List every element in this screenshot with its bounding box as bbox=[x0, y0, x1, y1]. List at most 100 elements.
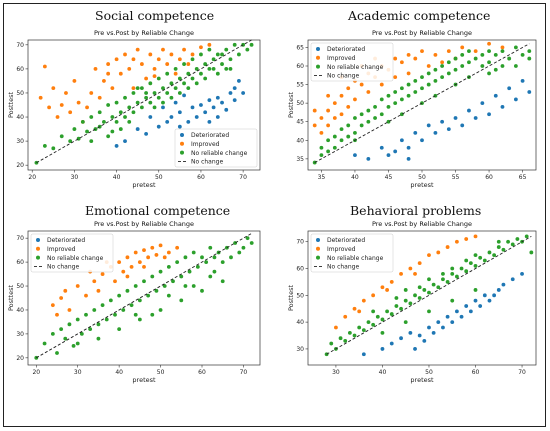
data-point-no-reliable-change bbox=[460, 64, 465, 68]
data-point-improved bbox=[59, 296, 64, 300]
data-point-improved bbox=[190, 52, 195, 57]
data-point-improved bbox=[326, 93, 331, 98]
data-point-deteriorated bbox=[406, 145, 411, 150]
data-point-no-reliable-change bbox=[110, 129, 115, 134]
data-point-improved bbox=[413, 271, 417, 276]
data-point-no-reliable-change bbox=[207, 66, 212, 71]
data-point-improved bbox=[146, 255, 151, 260]
data-point-improved bbox=[406, 71, 411, 76]
legend-label: No reliable change bbox=[47, 255, 104, 262]
data-point-no-reliable-change bbox=[454, 274, 459, 279]
data-point-no-reliable-change bbox=[50, 331, 55, 336]
data-point-no-reliable-change bbox=[55, 351, 59, 355]
data-point-improved bbox=[144, 76, 149, 81]
data-point-deteriorated bbox=[468, 309, 473, 314]
data-point-deteriorated bbox=[389, 341, 394, 346]
data-point-improved bbox=[162, 255, 167, 260]
data-point-no-reliable-change bbox=[399, 97, 404, 102]
data-point-no-reliable-change bbox=[393, 101, 398, 106]
data-point-no-reliable-change bbox=[493, 67, 498, 72]
data-point-no-reliable-change bbox=[375, 314, 380, 319]
data-point-improved bbox=[106, 71, 111, 76]
data-point-improved bbox=[76, 100, 81, 105]
legend-label: Deteriorated bbox=[191, 132, 229, 139]
y-tick-label: 50 bbox=[296, 100, 304, 107]
data-point-no-reliable-change bbox=[347, 330, 352, 335]
chart-academic: Pre vs.Post by Reliable Change 35 40 45 50 55… bbox=[287, 29, 537, 189]
x-tick-label: 70 bbox=[518, 369, 526, 376]
chart-social: Pre vs.Post by Reliable Change 20 30 40 50 60… bbox=[7, 29, 261, 189]
y-tick-label: 50 bbox=[16, 90, 24, 97]
data-point-deteriorated bbox=[173, 100, 178, 105]
panel-heading-2: Academic competence bbox=[348, 8, 491, 23]
x-tick-label: 60 bbox=[198, 369, 206, 376]
data-point-improved bbox=[106, 62, 111, 66]
data-point-no-reliable-change bbox=[121, 308, 126, 312]
y-tick-label: 40 bbox=[296, 319, 304, 326]
data-point-no-reliable-change bbox=[200, 255, 204, 260]
panel-heading-1: Social competence bbox=[95, 8, 215, 23]
data-point-no-reliable-change bbox=[380, 317, 385, 322]
data-point-deteriorated bbox=[433, 130, 438, 135]
legend-marker bbox=[36, 246, 40, 251]
data-point-improved bbox=[389, 280, 394, 284]
data-point-no-reliable-change bbox=[496, 245, 501, 249]
data-point-no-reliable-change bbox=[127, 119, 132, 124]
data-point-no-reliable-change bbox=[114, 100, 119, 105]
data-point-no-reliable-change bbox=[433, 78, 438, 83]
data-point-improved bbox=[487, 41, 491, 46]
data-point-improved bbox=[326, 108, 331, 113]
data-point-no-reliable-change bbox=[436, 285, 441, 290]
data-point-improved bbox=[142, 264, 146, 269]
x-tick-label: 50 bbox=[157, 369, 165, 376]
data-point-improved bbox=[186, 62, 191, 66]
data-point-deteriorated bbox=[487, 112, 491, 117]
x-tick-label: 45 bbox=[385, 174, 393, 181]
data-point-deteriorated bbox=[366, 156, 371, 161]
data-point-no-reliable-change bbox=[245, 236, 250, 241]
data-point-improved bbox=[133, 250, 138, 255]
data-point-no-reliable-change bbox=[165, 71, 170, 76]
data-point-deteriorated bbox=[473, 298, 478, 303]
legend-box bbox=[310, 42, 394, 82]
x-tick-label: 70 bbox=[240, 369, 248, 376]
data-point-no-reliable-change bbox=[179, 274, 184, 279]
data-point-no-reliable-change bbox=[459, 266, 464, 271]
data-point-no-reliable-change bbox=[212, 255, 217, 260]
data-point-no-reliable-change bbox=[352, 333, 357, 338]
legend-label: No change bbox=[47, 264, 79, 271]
data-point-improved bbox=[121, 269, 126, 274]
data-point-no-reliable-change bbox=[51, 146, 56, 151]
data-point-deteriorated bbox=[186, 119, 191, 124]
x-tick-label: 50 bbox=[155, 174, 163, 181]
data-point-deteriorated bbox=[228, 91, 233, 95]
data-point-no-reliable-change bbox=[182, 62, 186, 66]
data-point-no-reliable-change bbox=[42, 144, 47, 148]
data-point-deteriorated bbox=[408, 330, 413, 335]
data-point-improved bbox=[420, 49, 424, 54]
data-point-improved bbox=[199, 45, 203, 50]
data-point-no-reliable-change bbox=[433, 67, 438, 72]
data-point-improved bbox=[177, 57, 182, 62]
data-point-no-reliable-change bbox=[63, 336, 68, 341]
data-point-no-reliable-change bbox=[146, 293, 151, 298]
y-tick-label: 60 bbox=[16, 259, 24, 266]
data-point-no-reliable-change bbox=[84, 312, 88, 317]
data-point-no-reliable-change bbox=[208, 245, 213, 250]
data-point-no-reliable-change bbox=[131, 110, 136, 115]
data-point-no-reliable-change bbox=[431, 282, 436, 287]
data-point-no-reliable-change bbox=[450, 266, 455, 271]
data-point-no-reliable-change bbox=[473, 56, 478, 61]
data-point-no-reliable-change bbox=[332, 134, 337, 139]
data-point-no-reliable-change bbox=[389, 312, 394, 316]
data-point-no-reliable-change bbox=[191, 250, 196, 255]
data-point-no-reliable-change bbox=[408, 301, 413, 306]
data-point-no-reliable-change bbox=[493, 52, 498, 57]
data-point-no-reliable-change bbox=[67, 322, 72, 327]
data-point-no-reliable-change bbox=[212, 269, 217, 274]
data-point-no-reliable-change bbox=[413, 90, 418, 94]
y-tick-label: 40 bbox=[16, 114, 24, 121]
data-point-no-reliable-change bbox=[329, 341, 334, 346]
data-point-deteriorated bbox=[454, 309, 459, 314]
data-point-improved bbox=[440, 60, 445, 65]
